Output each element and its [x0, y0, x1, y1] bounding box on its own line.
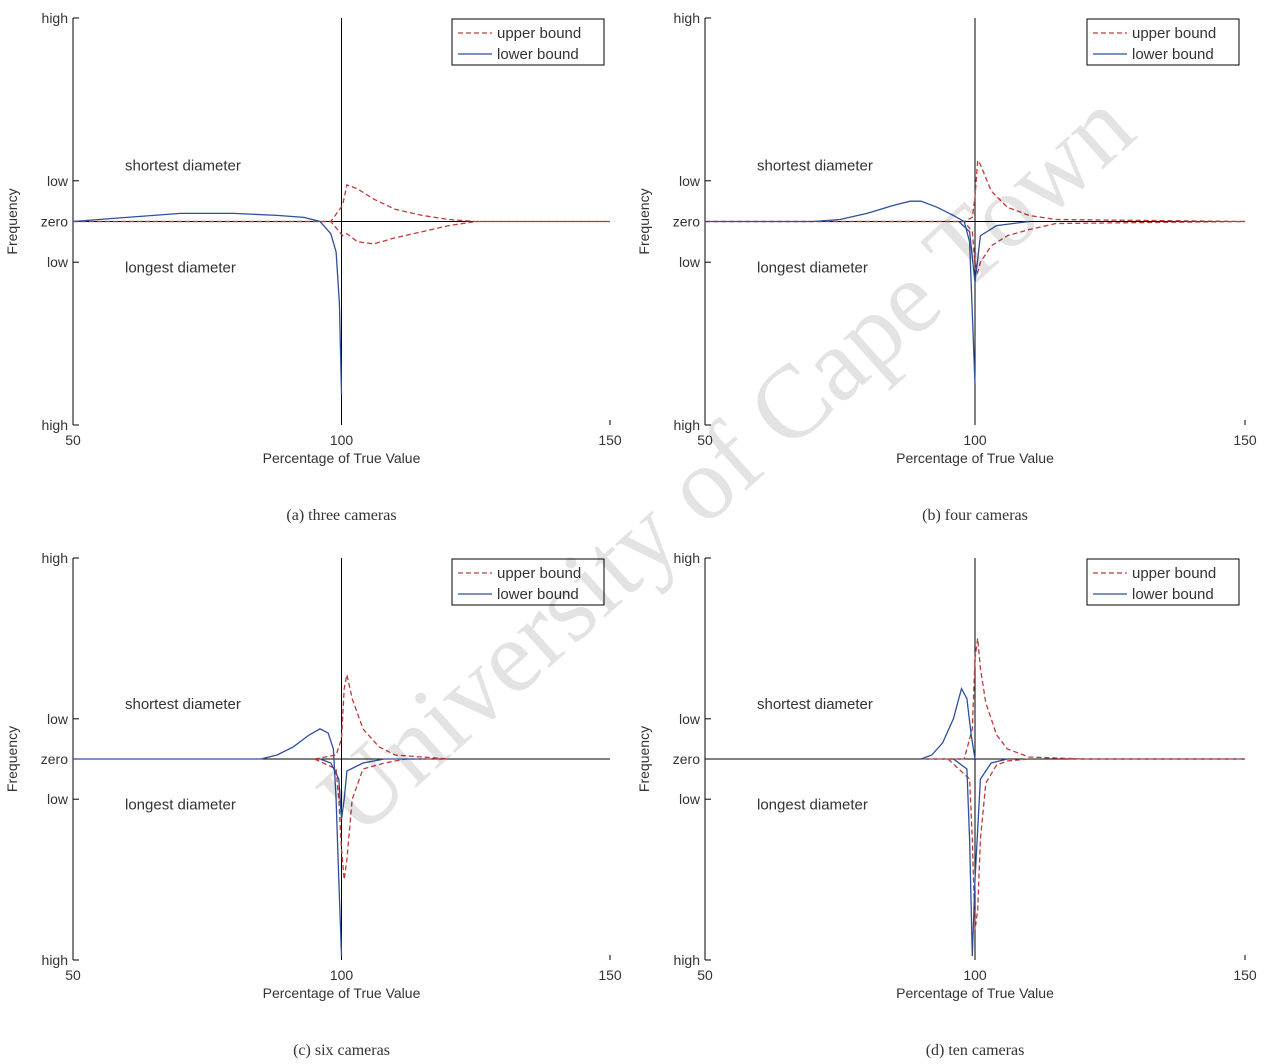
- y-axis-label: Frequency: [4, 726, 20, 792]
- x-tick-label: 50: [697, 432, 713, 448]
- panel-caption: (a) three cameras: [286, 507, 396, 524]
- y-tick-label: high: [674, 550, 700, 566]
- x-tick-label: 150: [1233, 967, 1257, 983]
- y-tick-label: low: [47, 254, 69, 270]
- x-axis-label: Percentage of True Value: [263, 450, 421, 466]
- legend-label: lower bound: [1132, 586, 1214, 603]
- x-tick-label: 150: [1233, 432, 1257, 448]
- x-tick-label: 100: [963, 432, 987, 448]
- annotation-longest-diameter: longest diameter: [757, 796, 868, 813]
- annotation-shortest-diameter: shortest diameter: [757, 158, 873, 175]
- y-tick-label: high: [42, 952, 68, 968]
- x-tick-label: 50: [697, 967, 713, 983]
- series-line: [705, 158, 1246, 223]
- y-tick-label: low: [679, 711, 701, 727]
- legend-label: upper bound: [1132, 25, 1216, 42]
- y-tick-label: high: [42, 417, 68, 433]
- x-tick-label: 100: [330, 967, 354, 983]
- x-axis-label: Percentage of True Value: [896, 985, 1054, 1001]
- series-line: [920, 686, 976, 760]
- x-tick-label: 150: [598, 432, 622, 448]
- y-tick-label: high: [42, 10, 68, 26]
- legend-box: [451, 558, 605, 606]
- y-tick-label: low: [47, 711, 69, 727]
- annotation-longest-diameter: longest diameter: [125, 259, 236, 276]
- series-line: [705, 200, 976, 385]
- y-tick-label: zero: [41, 751, 68, 767]
- annotation-longest-diameter: longest diameter: [757, 259, 868, 276]
- series-line: [953, 758, 1008, 957]
- y-tick-label: high: [674, 10, 700, 26]
- legend-label: upper bound: [497, 565, 581, 582]
- x-tick-label: 50: [65, 432, 81, 448]
- series-line: [314, 758, 449, 880]
- y-tick-label: zero: [41, 214, 68, 230]
- x-tick-label: 100: [330, 432, 354, 448]
- y-tick-label: zero: [673, 751, 700, 767]
- y-tick-label: low: [679, 254, 701, 270]
- y-tick-label: high: [674, 417, 700, 433]
- y-tick-label: high: [674, 952, 700, 968]
- annotation-shortest-diameter: shortest diameter: [125, 158, 241, 175]
- series-line: [72, 212, 343, 395]
- annotation-shortest-diameter: shortest diameter: [757, 696, 873, 713]
- series-line: [314, 674, 449, 760]
- legend: upper bound lower bound: [1086, 558, 1240, 606]
- annotation-longest-diameter: longest diameter: [125, 796, 236, 813]
- legend: upper bound lower bound: [451, 18, 605, 66]
- legend: upper bound lower bound: [451, 558, 605, 606]
- legend-label: lower bound: [497, 46, 579, 63]
- legend-label: lower bound: [497, 586, 579, 603]
- legend-label: upper bound: [497, 25, 581, 42]
- series-line: [73, 184, 610, 223]
- x-axis-label: Percentage of True Value: [263, 985, 421, 1001]
- y-tick-label: high: [42, 550, 68, 566]
- y-tick-label: low: [47, 791, 69, 807]
- x-axis-label: Percentage of True Value: [896, 450, 1054, 466]
- legend-box: [1086, 18, 1240, 66]
- legend-label: upper bound: [1132, 565, 1216, 582]
- annotation-shortest-diameter: shortest diameter: [125, 696, 241, 713]
- legend-box: [451, 18, 605, 66]
- y-axis-label: Frequency: [4, 188, 20, 254]
- series-line: [319, 758, 423, 820]
- panel-caption: (c) six cameras: [293, 1042, 390, 1059]
- x-tick-label: 50: [65, 967, 81, 983]
- x-tick-label: 100: [963, 967, 987, 983]
- y-tick-label: zero: [673, 214, 700, 230]
- series-line: [958, 220, 1030, 283]
- y-axis-label: Frequency: [636, 188, 652, 254]
- y-tick-label: low: [679, 791, 701, 807]
- series-line: [705, 220, 1246, 275]
- y-axis-label: Frequency: [636, 726, 652, 792]
- panel-caption: (b) four cameras: [922, 507, 1028, 524]
- legend: upper bound lower bound: [1086, 18, 1240, 66]
- legend-label: lower bound: [1132, 46, 1214, 63]
- series-line: [921, 638, 1245, 760]
- legend-box: [1086, 558, 1240, 606]
- y-tick-label: low: [47, 173, 69, 189]
- x-tick-label: 150: [598, 967, 622, 983]
- series-line: [73, 728, 343, 957]
- y-tick-label: low: [679, 173, 701, 189]
- panel-caption: (d) ten cameras: [926, 1042, 1025, 1059]
- series-line: [947, 758, 1030, 930]
